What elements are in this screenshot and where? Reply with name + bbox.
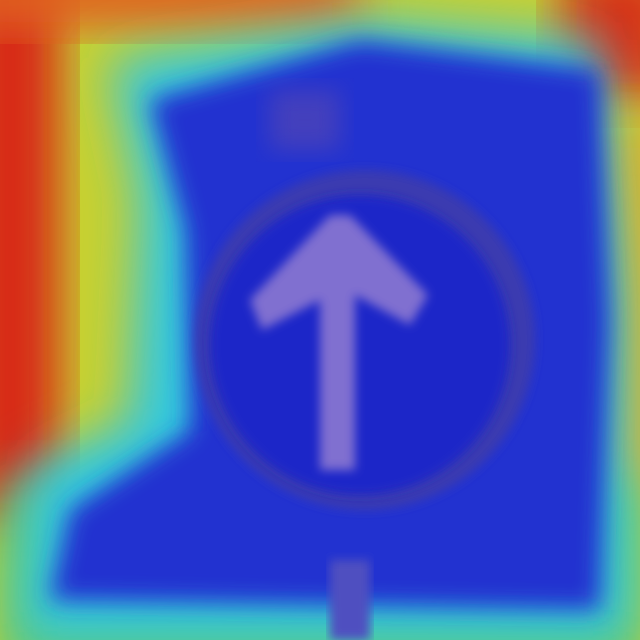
sign <box>195 90 535 640</box>
